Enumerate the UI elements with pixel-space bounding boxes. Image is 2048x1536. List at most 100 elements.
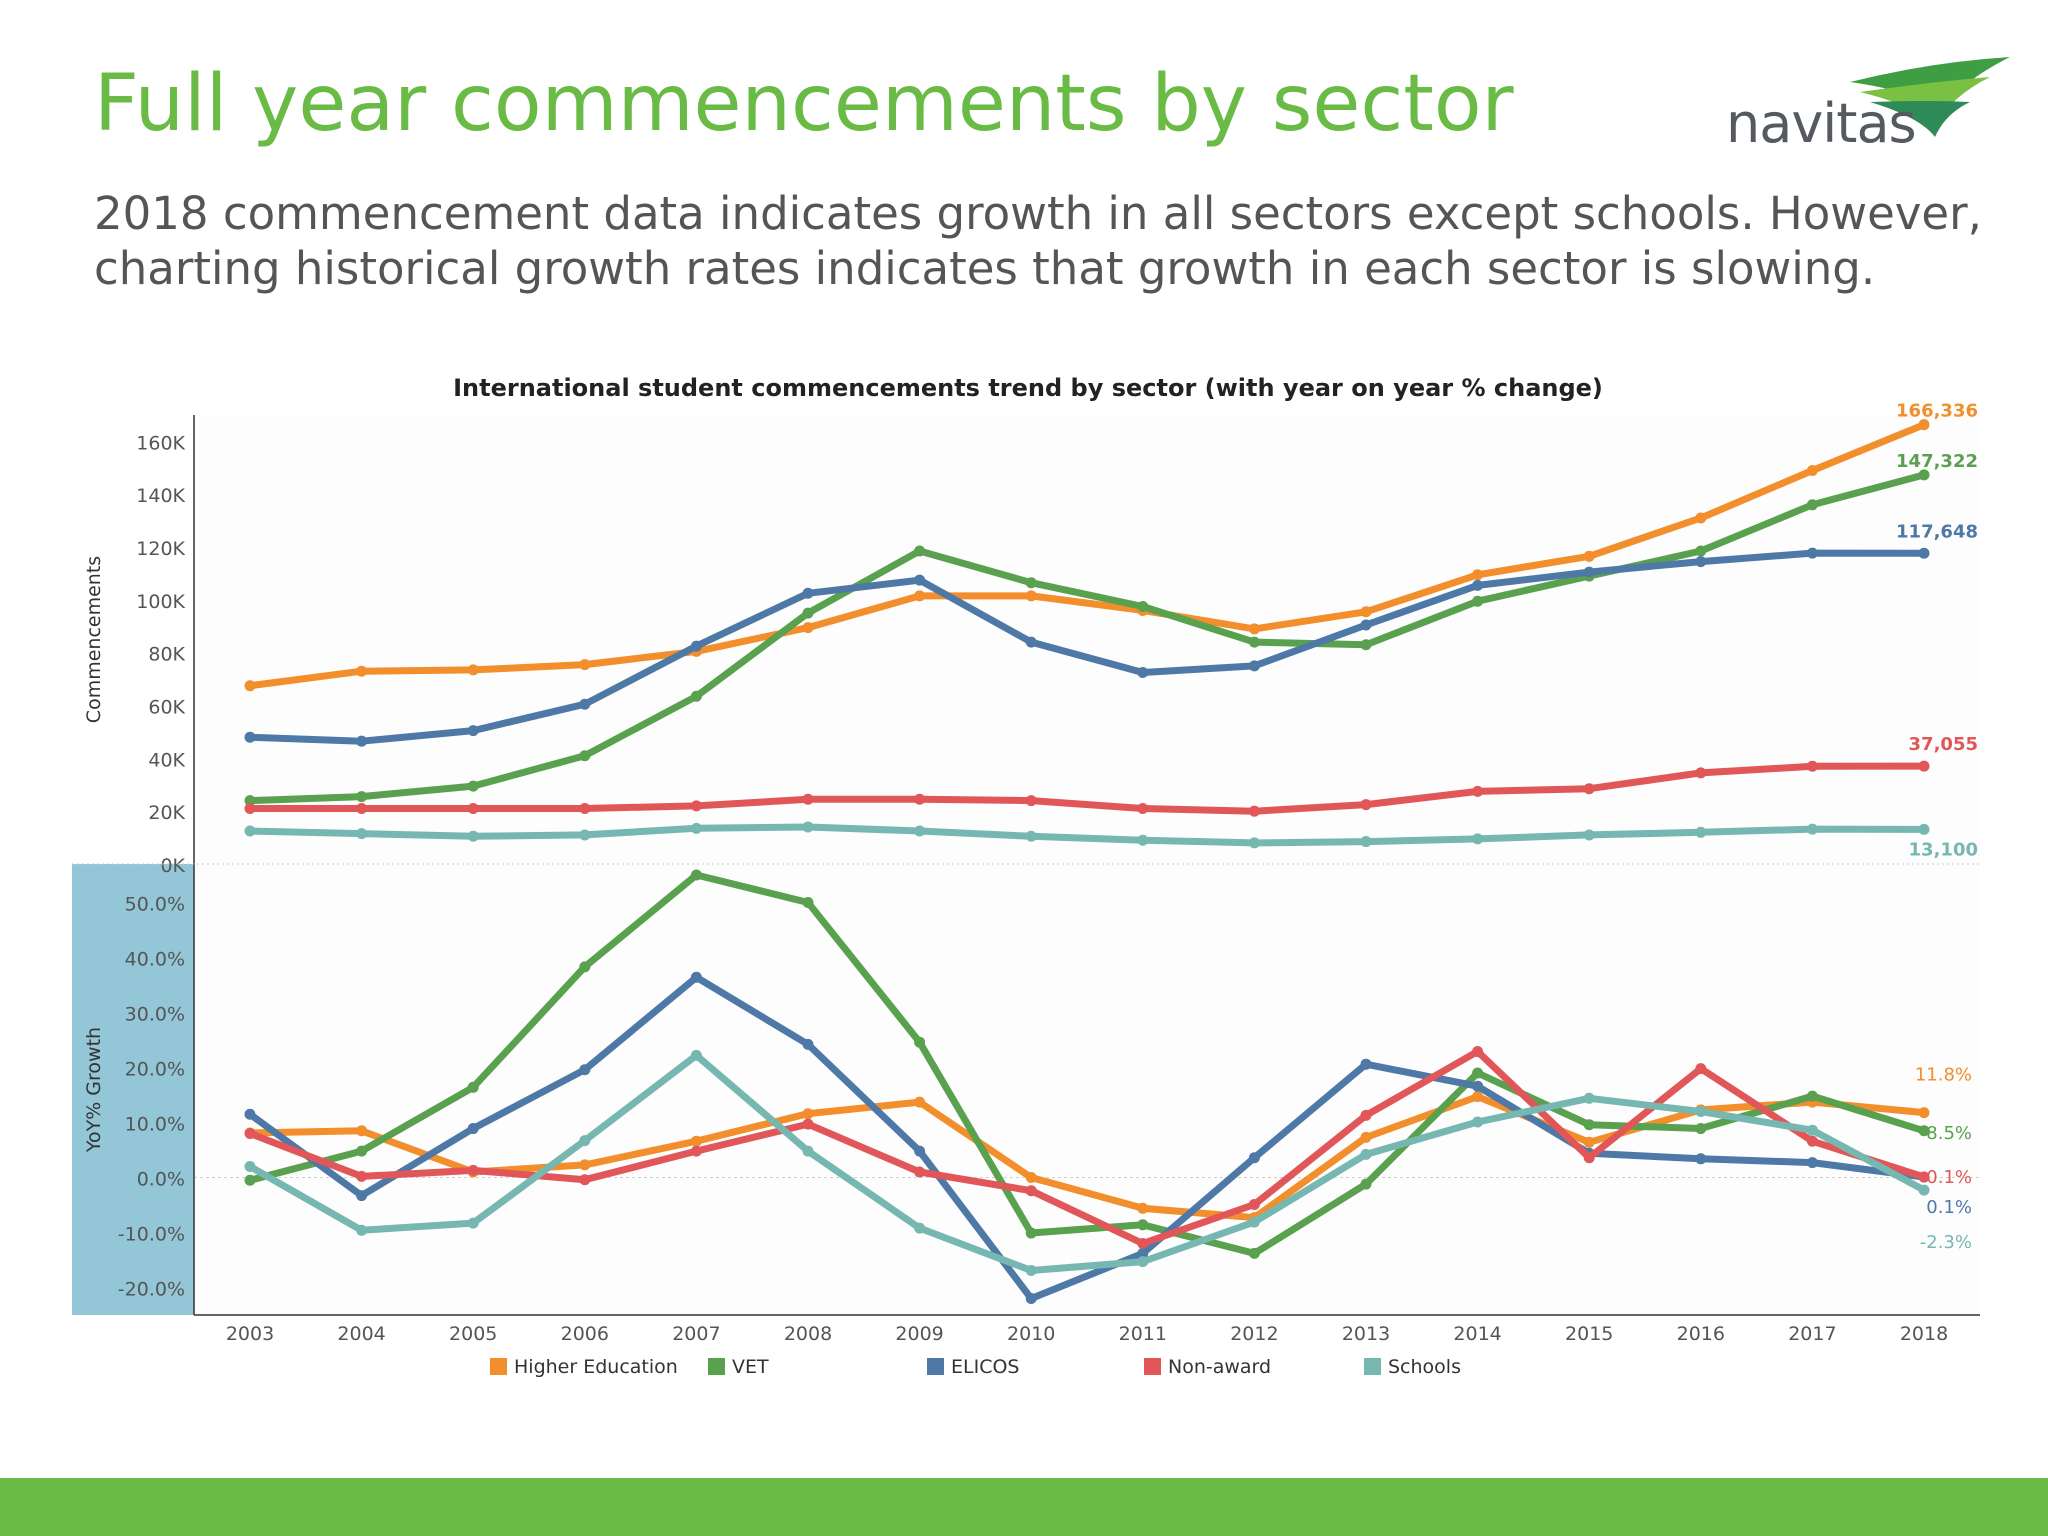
x-tick-label: 2010 [1007, 1323, 1055, 1345]
data-point [690, 690, 702, 702]
y-tick-label: 40.0% [125, 949, 185, 971]
data-point [467, 1164, 479, 1176]
slide-subtitle: 2018 commencement data indicates growth … [94, 187, 1982, 295]
data-point [1360, 799, 1372, 811]
data-point [1025, 1293, 1037, 1304]
data-point [1137, 1247, 1149, 1259]
data-point [1806, 1124, 1818, 1136]
x-tick-label: 2014 [1453, 1323, 1501, 1345]
data-point [1472, 833, 1484, 845]
data-point [1583, 1136, 1595, 1148]
data-point [356, 1190, 368, 1202]
data-point [244, 1174, 256, 1186]
data-point [802, 1118, 814, 1130]
data-point [579, 803, 591, 815]
data-point [1472, 1116, 1484, 1128]
series-line-non-award [246, 1048, 1928, 1247]
legend-item: ELICOS [927, 1356, 1019, 1378]
data-point [579, 1174, 591, 1186]
data-point [1248, 1198, 1260, 1210]
x-tick-label: 2008 [784, 1323, 832, 1345]
x-tick-label: 2007 [672, 1323, 720, 1345]
data-point [690, 1049, 702, 1061]
data-point [467, 725, 479, 737]
y-axis-label: Commencements [83, 556, 105, 723]
data-point [1025, 795, 1037, 807]
data-point [1248, 1216, 1260, 1228]
data-point [579, 698, 591, 710]
data-point [914, 1145, 926, 1157]
y-axis-label: YoY% Growth [83, 1027, 105, 1153]
data-point [1248, 837, 1260, 849]
data-point [802, 587, 814, 599]
end-value-label: 117,648 [1896, 521, 1978, 542]
data-point [1695, 556, 1707, 568]
x-tick-label: 2004 [337, 1323, 385, 1345]
data-point [1248, 805, 1260, 817]
data-point [690, 1145, 702, 1157]
data-point [467, 780, 479, 792]
data-point [1583, 1119, 1595, 1131]
data-point [1360, 1178, 1372, 1190]
navitas-logo: navitas [1720, 52, 2020, 162]
data-point [1137, 1256, 1149, 1268]
y-tick-label: 80K [148, 644, 185, 666]
legend-swatch [708, 1358, 725, 1375]
data-point [1025, 1264, 1037, 1276]
series-line-schools [246, 823, 1928, 847]
data-point [914, 590, 926, 602]
data-point [802, 821, 814, 833]
data-point [1360, 606, 1372, 618]
end-value-label: 166,336 [1896, 401, 1978, 422]
x-tick-label: 2015 [1565, 1323, 1613, 1345]
footer-bar [0, 1478, 2048, 1536]
data-point [579, 1135, 591, 1147]
y-tick-label: 50.0% [125, 894, 185, 916]
data-point [1918, 823, 1930, 835]
y-tick-label: 60K [148, 697, 185, 719]
data-point [1806, 499, 1818, 511]
series-line-schools [246, 1051, 1928, 1274]
data-point [1025, 1172, 1037, 1183]
x-tick-label: 2003 [226, 1323, 274, 1345]
data-point [1472, 595, 1484, 607]
data-point [1248, 1247, 1260, 1259]
swoosh-icon [1850, 57, 2010, 137]
data-point [1137, 1202, 1149, 1214]
data-point [244, 731, 256, 743]
data-point [579, 829, 591, 841]
data-point [467, 1217, 479, 1229]
x-tick-label: 2011 [1119, 1323, 1167, 1345]
data-point [914, 574, 926, 586]
x-tick-label: 2006 [561, 1323, 609, 1345]
data-point [1025, 1185, 1037, 1197]
y-tick-label: 20K [148, 802, 185, 824]
legend-item: Schools [1364, 1356, 1461, 1378]
y-tick-label: 0K [160, 855, 185, 877]
data-point [1472, 1091, 1484, 1103]
data-point [1695, 767, 1707, 779]
data-point [1583, 783, 1595, 795]
data-point [356, 1145, 368, 1157]
data-point [802, 1038, 814, 1050]
end-value-label: 13,100 [1909, 839, 1978, 860]
x-tick-label: 2018 [1900, 1323, 1948, 1345]
data-point [1360, 619, 1372, 631]
data-point [1360, 1131, 1372, 1143]
data-point [1583, 550, 1595, 562]
legend-item: Higher Education [490, 1356, 678, 1378]
panel-commencements: 0K 20K 40K 60K 80K 100K 120K 140K 160K Commenceme… [83, 401, 1978, 877]
data-point [356, 1170, 368, 1182]
end-value-label: 0.1% [1926, 1167, 1972, 1188]
sector-trend-chart: International student commencements tren… [72, 374, 1980, 1378]
data-point [1248, 636, 1260, 648]
data-point [1472, 785, 1484, 797]
data-point [1360, 639, 1372, 651]
data-point [1806, 1157, 1818, 1169]
data-point [1583, 566, 1595, 578]
data-point [1025, 636, 1037, 648]
end-value-label: 37,055 [1909, 734, 1978, 755]
series-line-vet [246, 871, 1928, 1257]
legend-swatch [490, 1358, 507, 1375]
y-tick-label: 40K [148, 749, 185, 771]
